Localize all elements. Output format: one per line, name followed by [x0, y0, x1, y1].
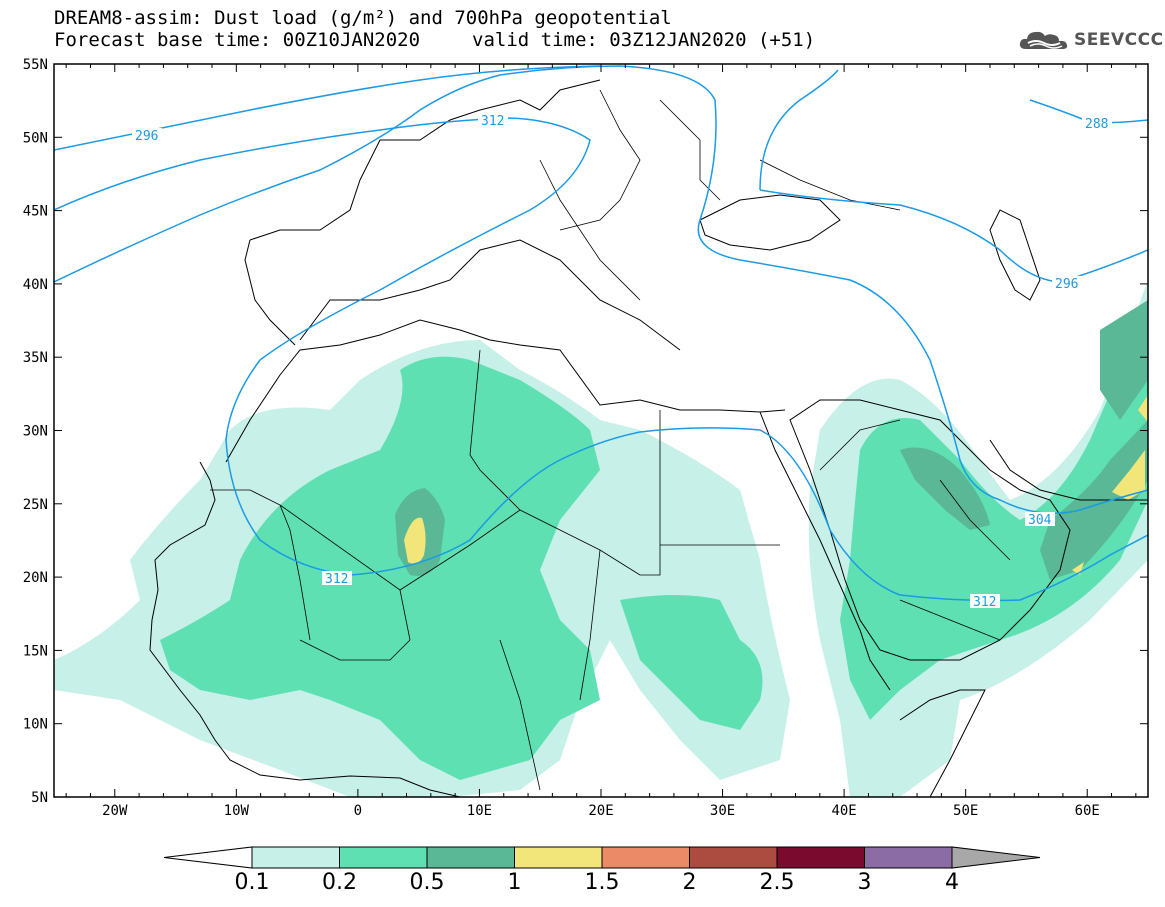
black-sea — [699, 194, 841, 251]
lon-tick-label: 10E — [467, 803, 492, 819]
lon-tick-label: 0 — [354, 803, 362, 819]
lat-tick-label: 40N — [23, 277, 48, 293]
contour-label: 312 — [481, 114, 504, 129]
lat-tick-label: 50N — [23, 130, 48, 146]
colorbar-high-end — [951, 846, 1041, 869]
contour-label: 296 — [1055, 277, 1078, 292]
colorbar-label: 2.5 — [759, 870, 795, 895]
dust-level-0.2 — [160, 300, 1148, 780]
contour-label: 312 — [325, 572, 348, 587]
contour-296-east — [759, 69, 1148, 283]
colorbar-swatch — [339, 846, 428, 869]
valid-time: valid time: 03Z12JAN2020 (+51) — [472, 29, 816, 51]
longitude-axis: 20W 10W 0 10E 20E 30E 40E 50E 60E — [65, 64, 1137, 819]
contour-312-north — [54, 117, 1148, 602]
europe-coastline — [244, 79, 681, 351]
colorbar-label: 1 — [507, 870, 522, 895]
colorbar-label: 3 — [857, 870, 872, 895]
logo-text: SEEVCCC — [1074, 30, 1164, 50]
dust-level-1 — [404, 395, 1148, 575]
contour-296-mid — [54, 65, 1148, 515]
colorbar-low-end — [163, 846, 253, 869]
colorbar-label: 4 — [945, 870, 959, 895]
lat-tick-label: 35N — [23, 350, 48, 366]
colorbar-swatch — [251, 846, 340, 869]
colorbar-label: 2 — [682, 870, 697, 895]
caspian-sea — [989, 209, 1041, 301]
forecast-base-time: Forecast base time: 00Z10JAN2020 — [54, 29, 421, 51]
africa-coastline — [149, 319, 986, 797]
colorbar-label: 1.5 — [584, 870, 620, 895]
lon-tick-label: 50E — [953, 803, 978, 819]
lon-tick-label: 20E — [588, 803, 613, 819]
lat-tick-label: 45N — [23, 204, 48, 220]
colorbar-label: 0.2 — [322, 870, 357, 895]
cloud-icon — [1019, 31, 1068, 49]
contour-label: 304 — [1028, 513, 1052, 528]
colorbar-label: 0.5 — [409, 870, 445, 895]
lat-tick-label: 5N — [31, 790, 48, 806]
lat-tick-label: 20N — [23, 570, 48, 586]
contour-labels: 296 312 288 296 312 304 312 — [132, 113, 1112, 610]
lon-tick-label: 40E — [831, 803, 856, 819]
colorbar-swatch — [776, 846, 865, 869]
lon-tick-label: 20W — [102, 803, 128, 819]
lat-tick-label: 55N — [23, 57, 48, 73]
colorbar-swatch — [426, 846, 515, 869]
colorbar-swatch — [514, 846, 603, 869]
dust-shading — [54, 280, 1148, 797]
iran-coast — [989, 439, 1148, 501]
contour-label: 312 — [973, 595, 996, 610]
colorbar-swatch — [689, 846, 778, 869]
colorbar — [163, 846, 1041, 869]
lon-tick-label: 60E — [1075, 803, 1100, 819]
country-borders — [210, 89, 1011, 791]
lon-tick-label: 10W — [224, 803, 250, 819]
contour-label: 288 — [1085, 117, 1108, 132]
coastlines-borders — [149, 79, 1148, 797]
contour-label: 296 — [135, 129, 158, 144]
colorbar-label: 0.1 — [234, 870, 270, 895]
red-sea-coast — [759, 411, 891, 691]
latitude-axis: 55N 50N 45N 40N 35N 30N 25N 20N 15N 10N 5N — [23, 57, 1148, 806]
lat-tick-label: 25N — [23, 497, 48, 513]
seevccc-logo: SEEVCCC — [1018, 26, 1164, 54]
map-title: DREAM8-assim: Dust load (g/m²) and 700hP… — [54, 7, 672, 29]
colorbar-swatch — [864, 846, 953, 869]
lat-tick-label: 10N — [23, 717, 48, 733]
lat-tick-label: 15N — [23, 643, 48, 659]
lat-tick-label: 30N — [23, 424, 48, 440]
arabia-coastline — [789, 399, 1071, 661]
lon-tick-label: 30E — [710, 803, 735, 819]
colorbar-swatch — [601, 846, 690, 869]
